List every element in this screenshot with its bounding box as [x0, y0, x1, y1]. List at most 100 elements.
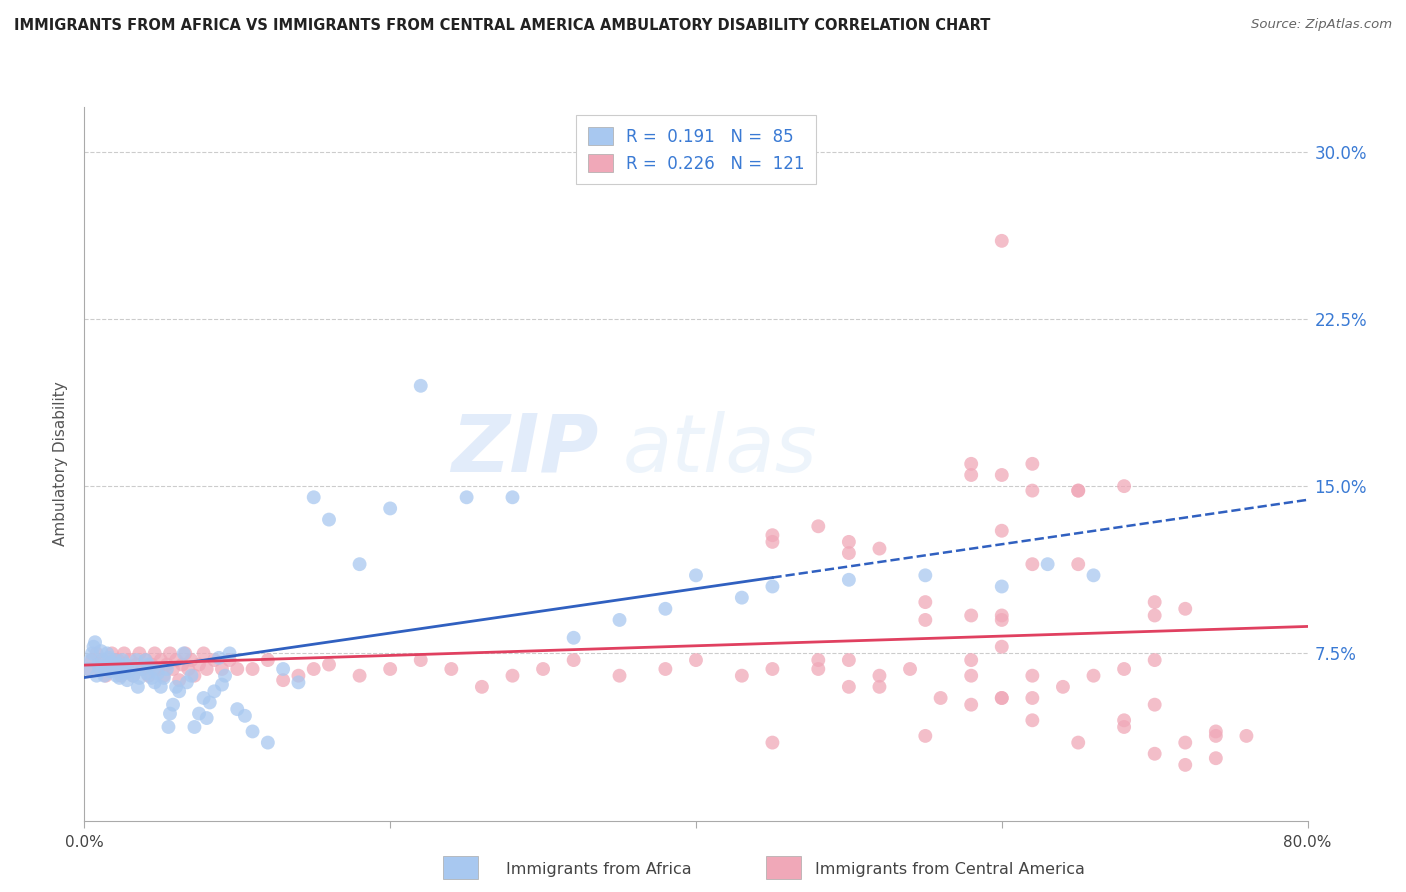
Point — [1205, 729, 1227, 743]
Point — [202, 653, 225, 667]
Point — [838, 546, 860, 560]
Point — [122, 669, 145, 683]
Point — [156, 662, 179, 676]
Point — [165, 680, 187, 694]
Point — [180, 653, 202, 667]
Point — [409, 378, 432, 392]
Point — [111, 653, 134, 667]
Point — [96, 646, 118, 660]
Point — [76, 662, 98, 676]
Point — [101, 646, 124, 660]
Text: IMMIGRANTS FROM AFRICA VS IMMIGRANTS FROM CENTRAL AMERICA AMBULATORY DISABILITY : IMMIGRANTS FROM AFRICA VS IMMIGRANTS FRO… — [14, 18, 990, 33]
Point — [202, 684, 225, 698]
Point — [89, 662, 111, 676]
Point — [193, 690, 215, 705]
Point — [83, 640, 105, 654]
Point — [807, 519, 830, 533]
Point — [685, 653, 707, 667]
Point — [115, 662, 138, 676]
Point — [167, 684, 190, 698]
Point — [1067, 735, 1090, 749]
Point — [914, 595, 936, 609]
Point — [97, 657, 120, 672]
Point — [869, 680, 891, 694]
Point — [1114, 479, 1136, 493]
Point — [176, 675, 198, 690]
Point — [869, 669, 891, 683]
Point — [218, 653, 240, 667]
Point — [991, 524, 1014, 538]
Point — [108, 671, 131, 685]
Point — [271, 662, 294, 676]
Point — [127, 680, 149, 694]
Point — [218, 646, 240, 660]
Point — [562, 631, 585, 645]
Point — [991, 580, 1014, 594]
Point — [271, 673, 294, 687]
Point — [214, 669, 236, 683]
Point — [869, 541, 891, 556]
Point — [898, 662, 921, 676]
Point — [654, 662, 676, 676]
Point — [173, 646, 195, 660]
Point — [1021, 690, 1043, 705]
Point — [380, 501, 402, 516]
Point — [188, 706, 211, 721]
Point — [1021, 557, 1043, 572]
Point — [172, 657, 194, 672]
Point — [131, 662, 153, 676]
Point — [1067, 557, 1090, 572]
Point — [226, 662, 249, 676]
Point — [685, 568, 707, 582]
Point — [456, 491, 478, 505]
Point — [149, 680, 172, 694]
Point — [991, 640, 1014, 654]
Point — [183, 669, 205, 683]
Point — [131, 662, 153, 676]
Point — [143, 646, 166, 660]
Point — [80, 646, 103, 660]
Point — [914, 729, 936, 743]
Point — [162, 662, 184, 676]
Point — [153, 669, 176, 683]
Point — [112, 666, 135, 681]
Y-axis label: Ambulatory Disability: Ambulatory Disability — [53, 382, 69, 546]
Point — [93, 669, 115, 683]
Point — [138, 669, 160, 683]
Point — [226, 702, 249, 716]
Point — [654, 602, 676, 616]
Point — [242, 662, 264, 676]
Point — [838, 534, 860, 549]
Point — [94, 669, 117, 683]
Point — [125, 657, 148, 672]
Point — [409, 653, 432, 667]
Point — [103, 662, 125, 676]
Point — [914, 613, 936, 627]
Point — [1174, 735, 1197, 749]
Point — [380, 662, 402, 676]
Text: Immigrants from Africa: Immigrants from Africa — [506, 863, 692, 877]
Point — [287, 675, 309, 690]
Point — [1114, 662, 1136, 676]
Point — [86, 646, 108, 660]
Point — [167, 673, 190, 687]
Point — [562, 653, 585, 667]
Point — [122, 669, 145, 683]
Point — [960, 457, 983, 471]
Point — [77, 662, 100, 676]
Point — [107, 653, 129, 667]
Point — [761, 662, 783, 676]
Point — [1236, 729, 1258, 743]
Point — [195, 711, 218, 725]
Point — [135, 653, 157, 667]
Point — [302, 491, 325, 505]
Point — [188, 657, 211, 672]
Point — [120, 662, 142, 676]
Point — [440, 662, 463, 676]
Point — [233, 708, 256, 723]
Point — [162, 698, 184, 712]
Point — [609, 669, 631, 683]
Point — [135, 653, 157, 667]
Point — [838, 680, 860, 694]
Point — [1143, 608, 1166, 623]
